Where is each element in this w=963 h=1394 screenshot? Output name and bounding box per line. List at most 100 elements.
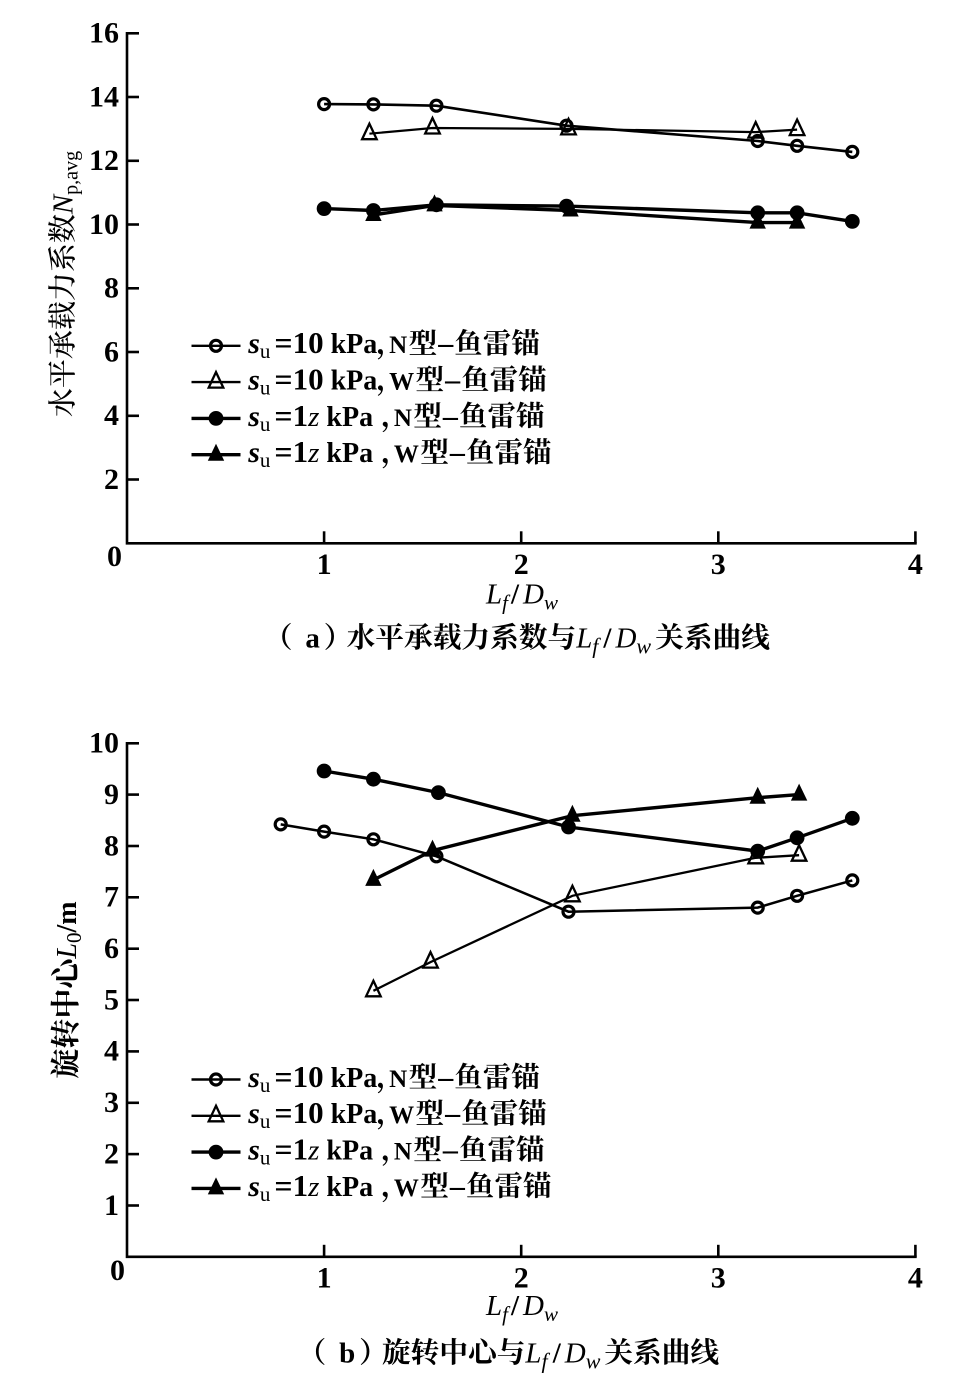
svg-text:1: 1 — [317, 548, 332, 581]
svg-text:f: f — [502, 590, 511, 614]
svg-text:16: 16 — [89, 17, 119, 50]
svg-text:–: – — [444, 1097, 461, 1130]
svg-text:3: 3 — [104, 1086, 119, 1119]
svg-text:D: D — [522, 1290, 544, 1322]
svg-text:1: 1 — [317, 1262, 332, 1295]
svg-text:D: D — [522, 578, 544, 610]
svg-text:w: w — [636, 633, 651, 658]
svg-text:2: 2 — [104, 463, 119, 496]
svg-text:0: 0 — [107, 540, 122, 573]
svg-text:s: s — [247, 1061, 260, 1094]
svg-text:W: W — [394, 1175, 419, 1202]
svg-text:w: w — [586, 1348, 601, 1373]
svg-text:10: 10 — [293, 1095, 324, 1130]
svg-text:u: u — [260, 1073, 271, 1097]
svg-text:N: N — [389, 1066, 407, 1093]
svg-text:4: 4 — [104, 399, 119, 432]
svg-text:–: – — [437, 327, 454, 360]
svg-text:s: s — [247, 1134, 260, 1167]
svg-text:kPa: kPa — [331, 1099, 378, 1130]
svg-text:D: D — [615, 622, 637, 654]
svg-text:–: – — [449, 436, 466, 469]
svg-text:8: 8 — [104, 272, 119, 305]
svg-text:/: / — [552, 1337, 562, 1369]
svg-text:b: b — [339, 1337, 355, 1369]
svg-text:2: 2 — [514, 548, 529, 581]
svg-text:/: / — [510, 578, 520, 610]
svg-text:z: z — [307, 1135, 319, 1167]
svg-text:s: s — [247, 400, 260, 433]
svg-text:L: L — [524, 1337, 541, 1369]
svg-text:–: – — [444, 364, 461, 397]
svg-text:10: 10 — [293, 325, 324, 360]
svg-text:1: 1 — [293, 398, 309, 433]
svg-text:W: W — [394, 441, 419, 468]
svg-text:s: s — [247, 1170, 260, 1203]
svg-text:L: L — [485, 578, 502, 610]
svg-text:0: 0 — [110, 1254, 125, 1287]
svg-text:u: u — [260, 1109, 271, 1133]
svg-text:/m: /m — [52, 901, 83, 933]
svg-text:a: a — [305, 622, 320, 654]
svg-text:z: z — [307, 1171, 319, 1203]
svg-text:–: – — [437, 1061, 454, 1094]
svg-text:3: 3 — [711, 548, 726, 581]
svg-text:s: s — [247, 327, 260, 360]
svg-text:N: N — [394, 405, 412, 432]
svg-text:2: 2 — [104, 1137, 119, 1170]
svg-text:10: 10 — [293, 1059, 324, 1094]
svg-text:kPa: kPa — [326, 402, 373, 433]
svg-text:=: = — [274, 1059, 292, 1095]
svg-text:s: s — [247, 436, 260, 469]
svg-text:u: u — [260, 448, 271, 472]
svg-text:s: s — [247, 1097, 260, 1130]
svg-text:4: 4 — [104, 1035, 119, 1068]
svg-text:L: L — [485, 1290, 502, 1322]
svg-text:kPa: kPa — [326, 438, 373, 469]
svg-text:N: N — [389, 332, 407, 359]
svg-text:=: = — [274, 1168, 292, 1204]
svg-text:z: z — [307, 401, 319, 433]
svg-text:–: – — [442, 1134, 459, 1167]
svg-text:L: L — [52, 943, 83, 960]
svg-text:10: 10 — [89, 208, 119, 241]
svg-text:u: u — [260, 1182, 271, 1206]
svg-text:f: f — [502, 1302, 511, 1326]
svg-text:9: 9 — [104, 778, 119, 811]
svg-text:w: w — [544, 590, 558, 614]
svg-text:7: 7 — [104, 881, 119, 914]
svg-text:=: = — [274, 1095, 292, 1131]
svg-text:12: 12 — [89, 144, 119, 177]
svg-text:=: = — [274, 325, 292, 361]
svg-text:u: u — [260, 376, 271, 400]
svg-text:0: 0 — [62, 933, 86, 944]
svg-text:/: / — [602, 622, 612, 654]
svg-text:D: D — [564, 1337, 586, 1369]
svg-text:s: s — [247, 364, 260, 397]
svg-text:f: f — [542, 1348, 551, 1373]
svg-text:1: 1 — [293, 1132, 309, 1167]
svg-text:1: 1 — [293, 1168, 309, 1203]
svg-text:8: 8 — [104, 829, 119, 862]
svg-text:kPa: kPa — [326, 1172, 373, 1203]
svg-text:2: 2 — [514, 1262, 529, 1295]
svg-text:1: 1 — [293, 434, 309, 469]
svg-text:10: 10 — [89, 727, 119, 760]
svg-text:W: W — [389, 1102, 414, 1129]
svg-text:kPa: kPa — [331, 366, 378, 397]
svg-text:6: 6 — [104, 932, 119, 965]
svg-text:z: z — [307, 437, 319, 469]
svg-text:=: = — [274, 1132, 292, 1168]
svg-text:=: = — [274, 434, 292, 470]
svg-text:W: W — [389, 369, 414, 396]
svg-text:4: 4 — [908, 548, 923, 581]
svg-text:u: u — [260, 412, 271, 436]
svg-text:10: 10 — [293, 362, 324, 397]
svg-text:5: 5 — [104, 983, 119, 1016]
svg-text:w: w — [544, 1302, 558, 1326]
svg-text:–: – — [442, 400, 459, 433]
svg-text:N: N — [48, 193, 80, 215]
svg-text:u: u — [260, 1146, 271, 1170]
svg-text:=: = — [274, 398, 292, 434]
svg-text:f: f — [592, 633, 601, 658]
